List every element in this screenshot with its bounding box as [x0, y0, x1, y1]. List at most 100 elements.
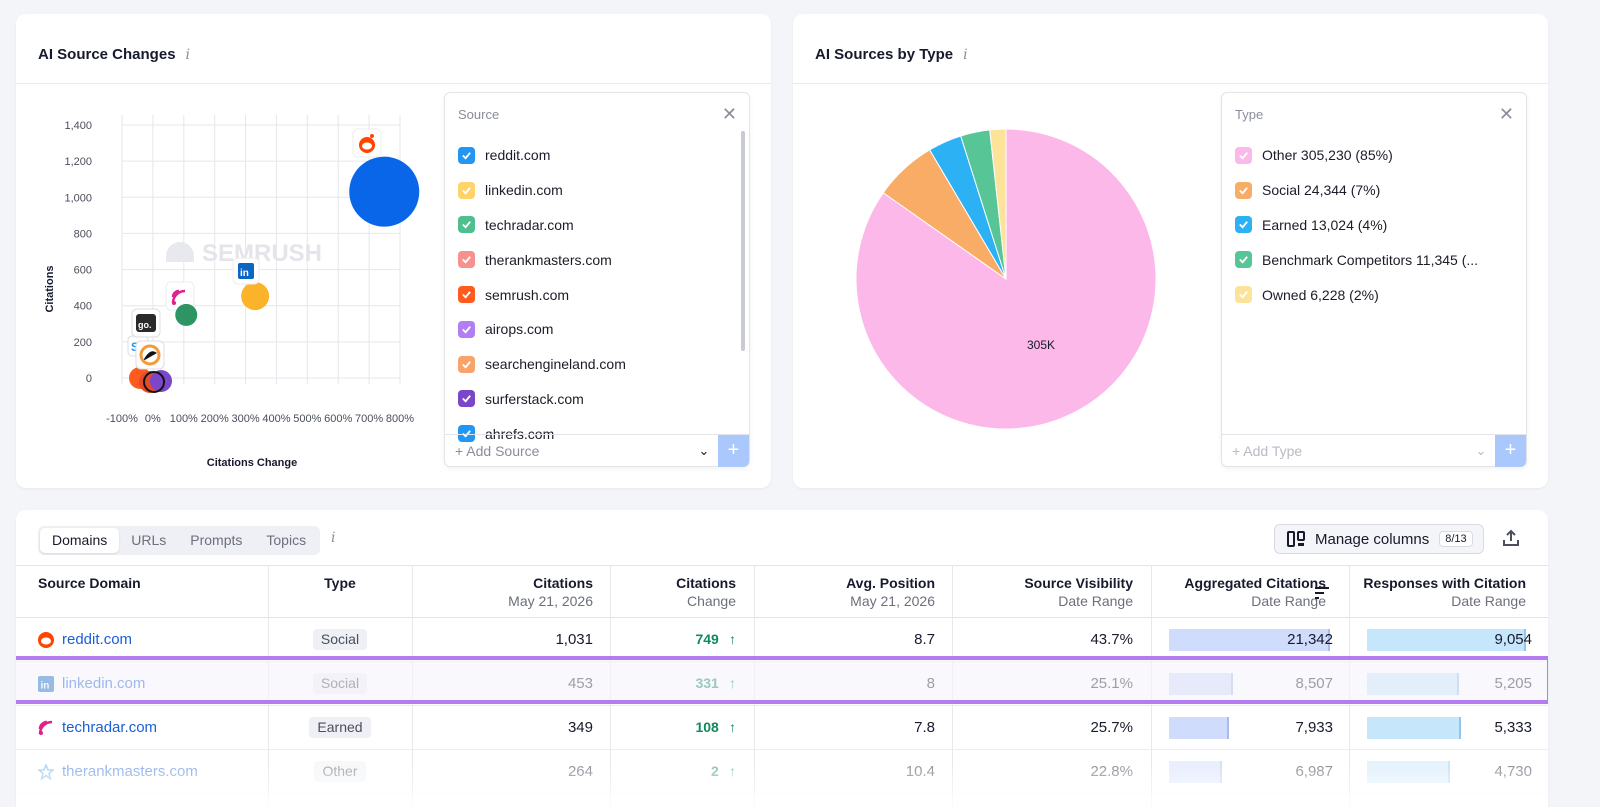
y-tick-label: 1,400 — [64, 120, 92, 132]
card-title: AI Sources by Type i — [815, 46, 968, 63]
svg-text:in: in — [240, 268, 249, 279]
source-legend-item[interactable]: semrush.com — [458, 277, 733, 312]
checkbox-checked-icon[interactable] — [1235, 216, 1252, 234]
type-legend-title: Type — [1235, 107, 1264, 122]
scatter-point-reddit-com[interactable] — [349, 156, 420, 227]
ai-sources-by-type-card: AI Sources by Type i 305K Type ✕ Other 3… — [793, 14, 1548, 488]
ai-source-changes-title: AI Source Changes — [38, 46, 176, 63]
checkbox-checked-icon[interactable] — [458, 146, 475, 164]
source-legend-item[interactable]: surferstack.com — [458, 382, 733, 417]
source-legend-panel: Source ✕ reddit.com linkedin.com techradar… — [444, 92, 750, 467]
x-tick-label: 0% — [145, 413, 161, 425]
col-citations[interactable]: Citations May 21, 2026 — [508, 575, 593, 609]
chevron-down-icon[interactable]: ⌄ — [698, 442, 710, 458]
y-tick-label: 600 — [74, 265, 92, 277]
source-legend-item[interactable]: reddit.com — [458, 138, 733, 173]
bubble-chart: 1,400 1,200 1,000 800 600 400 200 0 -100% 0% 100%… — [44, 115, 420, 469]
type-legend-label: Owned 6,228 (2%) — [1262, 286, 1379, 303]
x-tick-label: 200% — [201, 413, 229, 425]
add-source-button[interactable]: + — [718, 434, 749, 467]
x-tick-label: -100% — [106, 413, 138, 425]
col-type[interactable]: Type — [324, 575, 356, 591]
source-legend-label: airops.com — [485, 321, 554, 338]
export-icon[interactable] — [1502, 529, 1520, 547]
responses-bar — [1367, 629, 1526, 651]
columns-icon — [1287, 531, 1305, 547]
source-legend-item[interactable]: therankmasters.com — [458, 242, 733, 277]
checkbox-checked-icon[interactable] — [458, 320, 475, 338]
type-legend-item[interactable]: Owned 6,228 (2%) — [1235, 277, 1510, 312]
type-legend-panel: Type ✕ Other 305,230 (85%) Social 24,344 … — [1221, 92, 1527, 467]
info-icon[interactable]: i — [963, 46, 968, 63]
checkbox-checked-icon[interactable] — [1235, 181, 1252, 199]
col-avg-position[interactable]: Avg. Position May 21, 2026 — [846, 575, 935, 609]
type-legend-item[interactable]: Earned 13,024 (4%) — [1235, 208, 1510, 243]
scrollbar[interactable] — [741, 131, 745, 351]
type-legend-item[interactable]: Benchmark Competitors 11,345 (... — [1235, 242, 1510, 277]
col-aggregated-citations[interactable]: Aggregated Citations Date Range — [1184, 575, 1326, 609]
divider — [793, 83, 1548, 84]
semrush-watermark-icon — [166, 242, 194, 262]
add-source-select[interactable]: + Add Source — [455, 442, 540, 459]
visibility-value: 25.7% — [1090, 719, 1133, 736]
source-legend-item[interactable]: ahrefs.com — [458, 416, 733, 451]
domain-link[interactable]: techradar.com — [38, 706, 157, 749]
info-icon[interactable]: i — [185, 46, 191, 63]
col-source-visibility[interactable]: Source Visibility Date Range — [1024, 575, 1133, 609]
checkbox-checked-icon[interactable] — [458, 216, 475, 234]
chart-grid — [121, 115, 401, 384]
x-axis-label: Citations Change — [207, 457, 297, 469]
checkbox-checked-icon[interactable] — [458, 251, 475, 269]
citations-change-cell: 749 ↑ — [610, 618, 736, 661]
aggregated-value: 21,342 — [1287, 631, 1333, 648]
tab-topics[interactable]: Topics — [266, 532, 307, 548]
source-legend-item[interactable]: techradar.com — [458, 208, 733, 243]
sort-icon[interactable] — [1315, 587, 1329, 599]
source-legend-label: searchengineland.com — [485, 356, 626, 373]
checkbox-checked-icon[interactable] — [458, 390, 475, 408]
tab-domains[interactable]: Domains — [40, 528, 120, 553]
source-legend-item[interactable]: searchengineland.com — [458, 347, 733, 382]
col-source-domain[interactable]: Source Domain — [38, 575, 141, 591]
add-type-button[interactable]: + — [1495, 434, 1526, 467]
source-legend-list: reddit.com linkedin.com techradar.com thera… — [458, 138, 733, 451]
type-legend-item[interactable]: Social 24,344 (7%) — [1235, 173, 1510, 208]
scatter-points — [175, 156, 420, 326]
domain-link[interactable]: reddit.com — [38, 618, 132, 661]
col-citations-change[interactable]: Citations Change — [676, 575, 736, 609]
checkbox-checked-icon[interactable] — [1235, 146, 1252, 164]
checkbox-checked-icon[interactable] — [1235, 251, 1252, 269]
add-type-select[interactable]: + Add Type — [1232, 442, 1303, 459]
tab-prompts[interactable]: Prompts — [190, 532, 243, 548]
info-icon[interactable]: i — [331, 530, 336, 546]
aggregated-value: 7,933 — [1295, 719, 1333, 736]
scatter-point-techradar-com[interactable] — [175, 303, 198, 326]
close-icon[interactable]: ✕ — [721, 104, 737, 124]
responses-value: 5,333 — [1494, 719, 1532, 736]
x-tick-label: 600% — [324, 413, 352, 425]
type-legend-list: Other 305,230 (85%) Social 24,344 (7%) Ear… — [1235, 138, 1510, 312]
type-cell: Social — [268, 618, 412, 661]
col-responses-with-citation[interactable]: Responses with Citation Date Range — [1363, 575, 1526, 609]
pie-slice-owned[interactable] — [989, 128, 1007, 280]
checkbox-checked-icon[interactable] — [1235, 286, 1252, 304]
source-legend-item[interactable]: airops.com — [458, 312, 733, 347]
citations-value: 1,031 — [555, 631, 593, 648]
watermark-text: SEMRUSH — [202, 240, 322, 267]
source-legend-item[interactable]: linkedin.com — [458, 173, 733, 208]
pie-slice-other[interactable] — [855, 128, 1157, 430]
type-legend-item[interactable]: Other 305,230 (85%) — [1235, 138, 1510, 173]
citations-change-cell: 108 ↑ — [610, 706, 736, 749]
manage-columns-button[interactable]: Manage columns 8/13 — [1274, 524, 1484, 554]
table-row[interactable]: techradar.com Earned 349 108 ↑ 7.8 25.7%… — [16, 706, 1548, 750]
tab-urls[interactable]: URLs — [131, 532, 167, 548]
checkbox-checked-icon[interactable] — [458, 181, 475, 199]
type-badge: Social — [312, 629, 368, 650]
scatter-point-linkedin-com[interactable] — [241, 282, 270, 311]
checkbox-checked-icon[interactable] — [458, 355, 475, 373]
chevron-down-icon[interactable]: ⌄ — [1475, 442, 1487, 458]
citations-change-value: 749 — [695, 631, 719, 647]
source-legend-label: linkedin.com — [485, 182, 563, 199]
checkbox-checked-icon[interactable] — [458, 286, 475, 304]
close-icon[interactable]: ✕ — [1498, 104, 1514, 124]
